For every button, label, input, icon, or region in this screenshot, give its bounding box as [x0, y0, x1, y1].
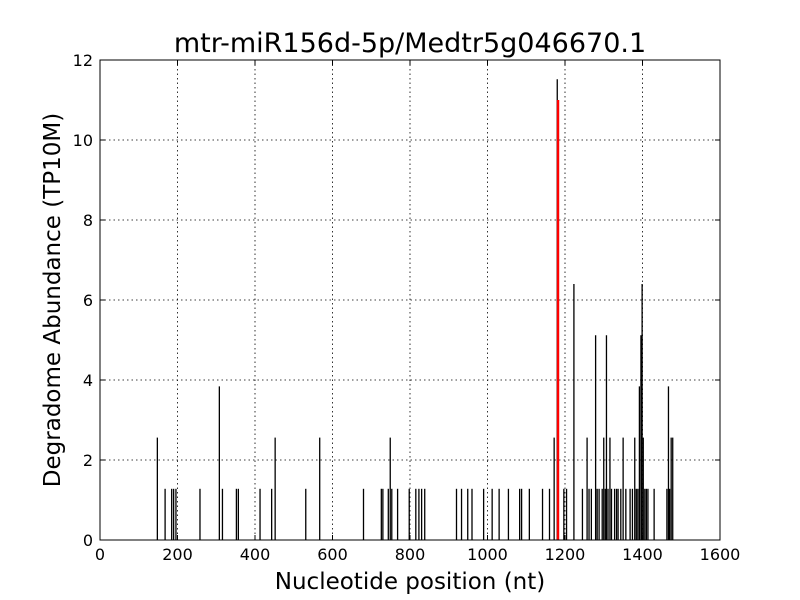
x-tick-label: 1000	[467, 545, 508, 564]
x-tick-label: 800	[395, 545, 426, 564]
bars	[156, 79, 674, 540]
y-tick-label: 12	[73, 51, 93, 70]
y-axis-label: Degradome Abundance (TP10M)	[40, 113, 66, 487]
y-tick-label: 6	[83, 291, 93, 310]
x-tick-label: 1400	[622, 545, 663, 564]
x-tick-label: 600	[317, 545, 348, 564]
y-tick-label: 8	[83, 211, 93, 230]
x-tick-label: 200	[162, 545, 193, 564]
plot-frame	[99, 59, 721, 541]
x-tick-label: 0	[95, 545, 105, 564]
y-tick-label: 0	[83, 531, 93, 550]
chart-title: mtr-miR156d-5p/Medtr5g046670.1	[174, 28, 646, 59]
y-tick-label: 10	[73, 131, 93, 150]
x-axis-label: Nucleotide position (nt)	[275, 569, 545, 595]
x-tick-label: 1600	[700, 545, 741, 564]
x-tick-label: 1200	[545, 545, 586, 564]
y-tick-label: 2	[83, 451, 93, 470]
y-tick-label: 4	[83, 371, 93, 390]
x-tick-label: 400	[240, 545, 271, 564]
